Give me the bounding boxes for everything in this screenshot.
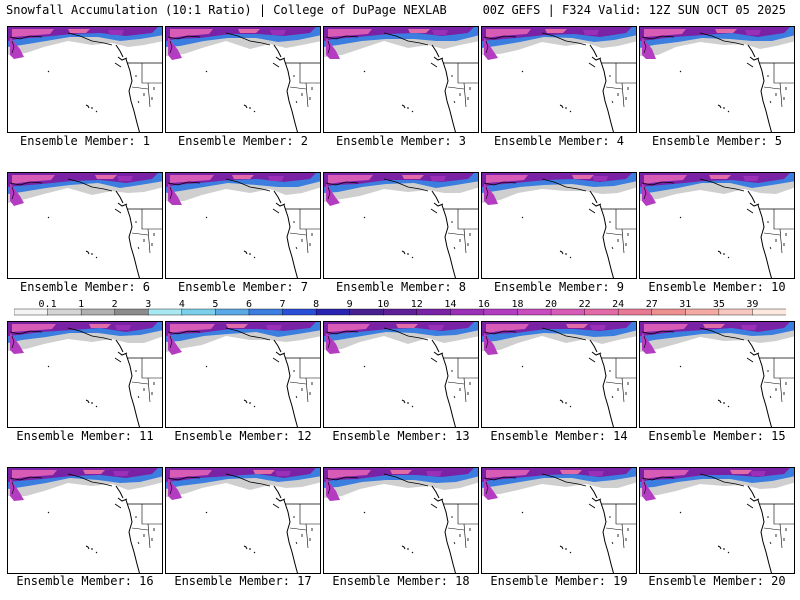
ensemble-member-map: [7, 467, 163, 574]
colorbar-swatch: [114, 308, 149, 316]
colorbar-tick-label: 35: [713, 299, 725, 310]
ensemble-member-label: Ensemble Member: 20: [648, 574, 786, 588]
ensemble-member-map: [7, 26, 163, 133]
colorbar-swatch: [282, 308, 317, 316]
ensemble-member-label: Ensemble Member: 6: [19, 280, 151, 294]
colorbar-swatch: [181, 308, 217, 316]
ensemble-member-map: [481, 467, 637, 574]
ensemble-member-map: [323, 172, 479, 279]
ensemble-member-label: Ensemble Member: 15: [648, 429, 786, 443]
ensemble-member-map: [323, 467, 479, 574]
colorbar-swatch: [148, 308, 183, 316]
ensemble-member-label: Ensemble Member: 13: [332, 429, 470, 443]
ensemble-member-map: [481, 321, 637, 428]
ensemble-member-map: [165, 467, 321, 574]
ensemble-member-map: [7, 321, 163, 428]
ensemble-member-label: Ensemble Member: 16: [16, 574, 154, 588]
ensemble-member-label: Ensemble Member: 18: [332, 574, 470, 588]
ensemble-member-label: Ensemble Member: 9: [493, 280, 625, 294]
colorbar-tick-label: 6: [246, 299, 252, 310]
colorbar-tick-label: 0.1: [39, 299, 57, 310]
ensemble-member-label: Ensemble Member: 3: [335, 134, 467, 148]
colorbar-tick-label: 8: [313, 299, 319, 310]
ensemble-member-map: [323, 321, 479, 428]
colorbar-tick-label: 22: [579, 299, 591, 310]
ensemble-member-label: Ensemble Member: 2: [177, 134, 309, 148]
ensemble-member-map: [165, 321, 321, 428]
colorbar-tick-label: 39: [746, 299, 758, 310]
colorbar-tick-label: 31: [679, 299, 691, 310]
ensemble-member-map: [639, 467, 795, 574]
ensemble-member-map: [481, 26, 637, 133]
ensemble-member-map: [165, 172, 321, 279]
colorbar-swatch: [80, 308, 116, 316]
colorbar-tick-label: 20: [545, 299, 557, 310]
colorbar-swatch: [215, 308, 250, 316]
colorbar-tick-label: 7: [280, 299, 286, 310]
ensemble-member-map: [165, 26, 321, 133]
ensemble-member-label: Ensemble Member: 17: [174, 574, 312, 588]
colorbar-tick-label: 4: [179, 299, 185, 310]
ensemble-member-label: Ensemble Member: 7: [177, 280, 309, 294]
ensemble-member-map: [639, 321, 795, 428]
ensemble-member-map: [323, 26, 479, 133]
colorbar-swatch: [248, 308, 284, 316]
ensemble-member-label: Ensemble Member: 10: [648, 280, 786, 294]
ensemble-member-label: Ensemble Member: 14: [490, 429, 628, 443]
colorbar-swatch: [315, 308, 351, 316]
ensemble-member-label: Ensemble Member: 11: [16, 429, 154, 443]
colorbar-tick-label: 10: [377, 299, 389, 310]
colorbar-tick-label: 18: [511, 299, 523, 310]
snowfall-colorbar: 0.1 1 2 3 4 5 6 7 8 9 10 12 14 16 18 20 22 24 27 31 35 39: [14, 299, 786, 316]
colorbar-tick-label: 24: [612, 299, 624, 310]
colorbar-tick-label: 16: [478, 299, 490, 310]
ensemble-member-label: Ensemble Member: 19: [490, 574, 628, 588]
colorbar-tick-label: 1: [78, 299, 84, 310]
colorbar-tick-label: 5: [212, 299, 218, 310]
colorbar-tick-label: 27: [646, 299, 658, 310]
ensemble-member-label: Ensemble Member: 4: [493, 134, 625, 148]
ensemble-member-label: Ensemble Member: 12: [174, 429, 312, 443]
colorbar-tick-label: 3: [145, 299, 151, 310]
ensemble-member-label: Ensemble Member: 5: [651, 134, 783, 148]
ensemble-member-map: [639, 172, 795, 279]
model-run-valid-time: 00Z GEFS | F324 Valid: 12Z SUN OCT 05 20…: [482, 3, 786, 17]
ensemble-member-map: [481, 172, 637, 279]
ensemble-member-label: Ensemble Member: 1: [19, 134, 151, 148]
ensemble-member-map: [639, 26, 795, 133]
colorbar-swatch: [752, 308, 786, 316]
colorbar-tick-label: 14: [444, 299, 456, 310]
map-title: Snowfall Accumulation (10:1 Ratio) | Col…: [6, 3, 447, 17]
colorbar-tick-label: 9: [347, 299, 353, 310]
ensemble-member-label: Ensemble Member: 8: [335, 280, 467, 294]
colorbar-tick-label: 12: [411, 299, 423, 310]
colorbar-tick-label: 2: [112, 299, 118, 310]
ensemble-member-map: [7, 172, 163, 279]
